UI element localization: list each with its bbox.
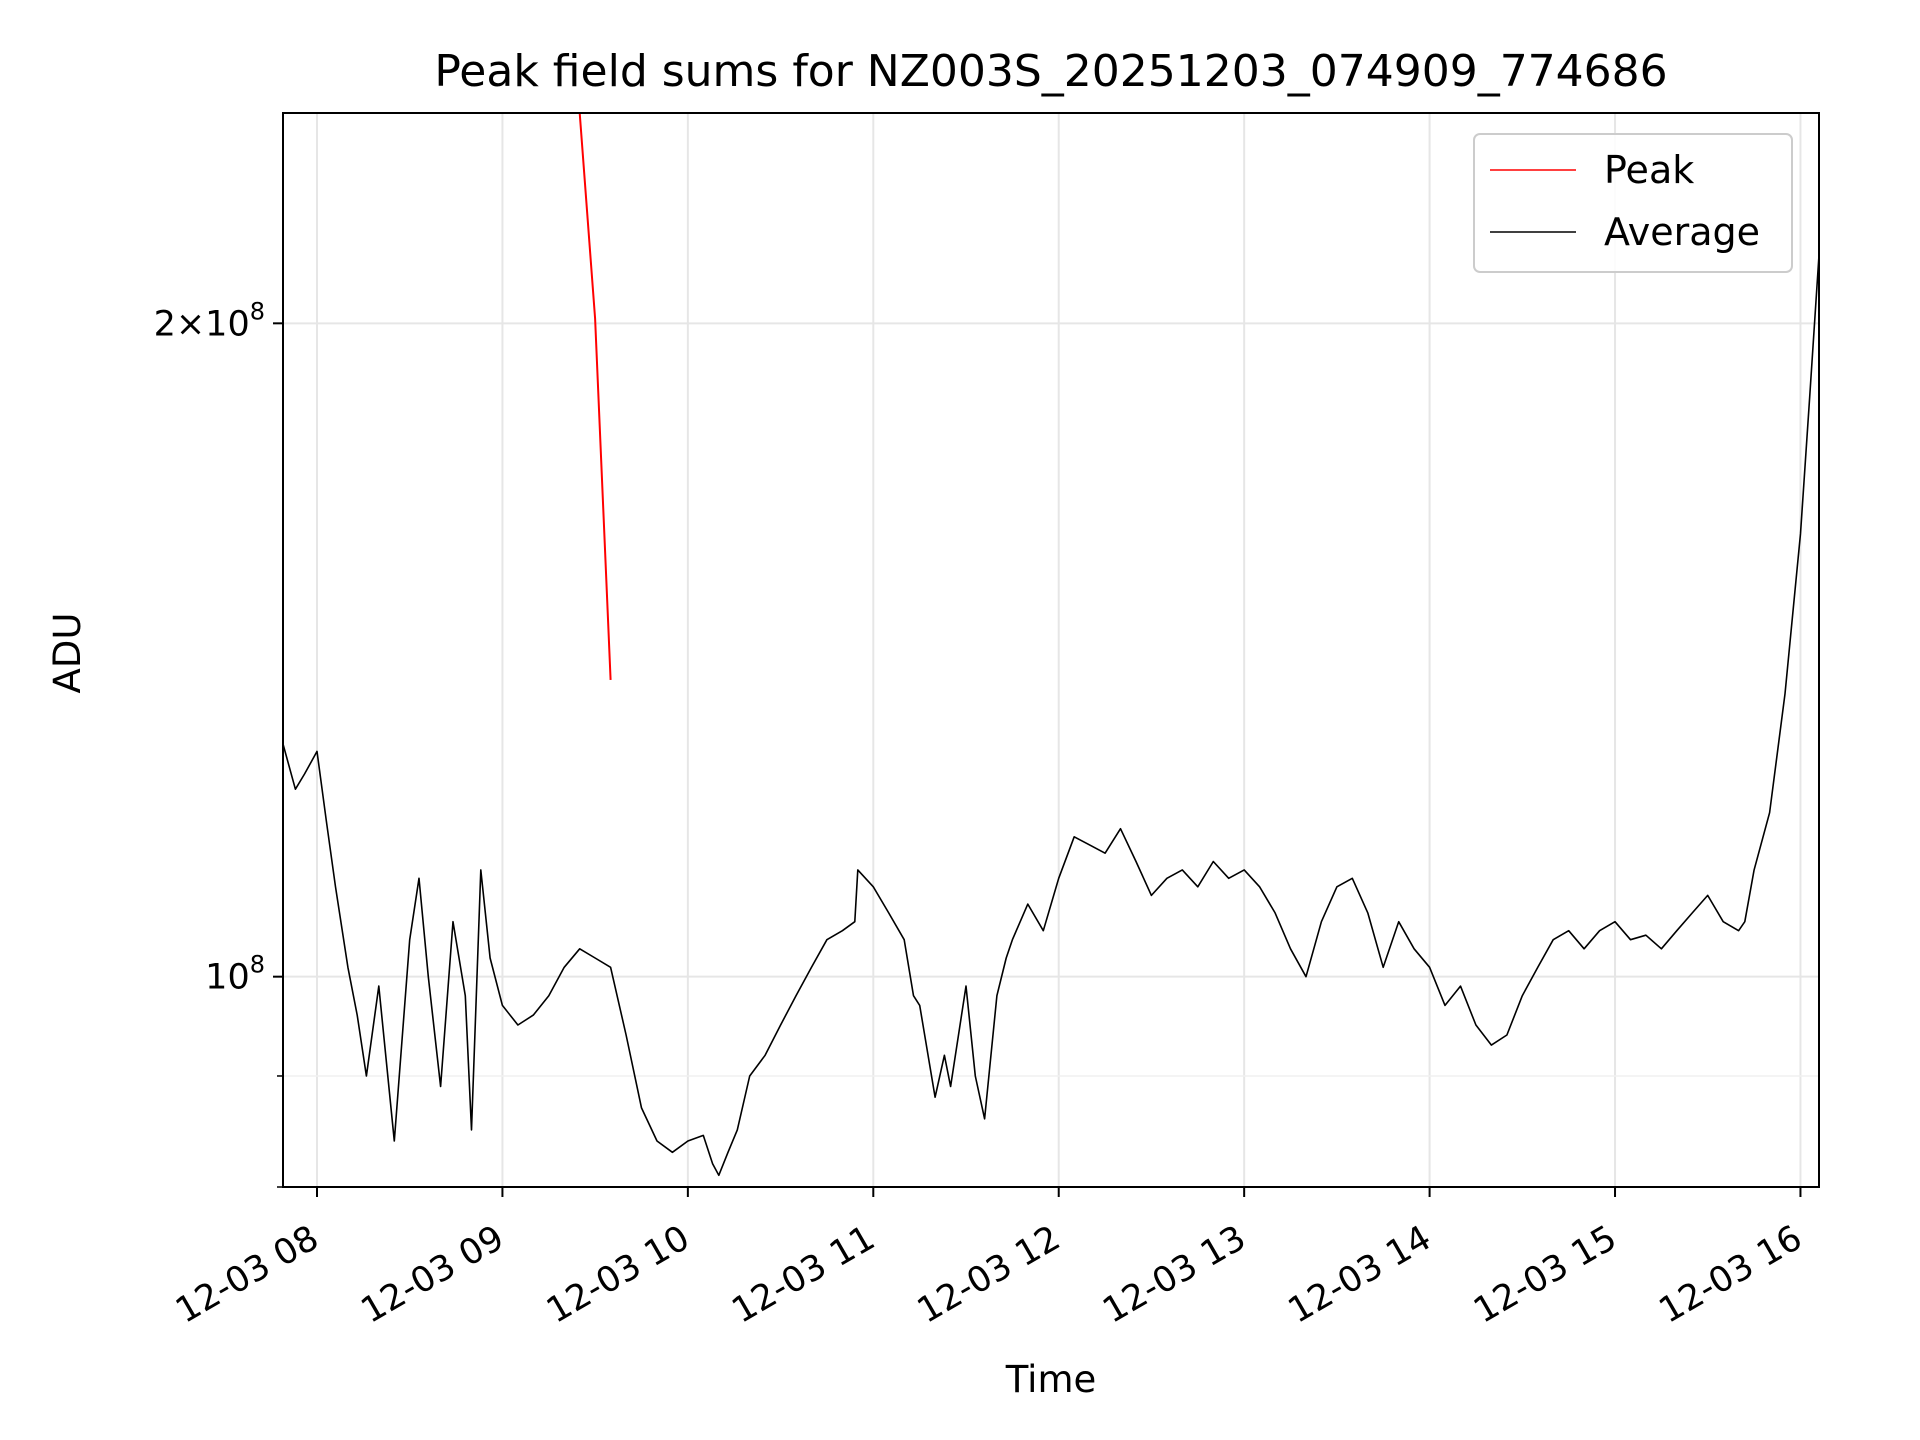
- legend-label-peak: Peak: [1604, 148, 1694, 192]
- legend-label-average: Average: [1604, 210, 1760, 254]
- y-tick-label: 2×108: [154, 297, 265, 344]
- y-axis-label: ADU: [46, 613, 89, 694]
- x-axis-label: Time: [1005, 1358, 1097, 1401]
- chart-title: Peak field sums for NZ003S_20251203_0749…: [434, 46, 1667, 97]
- legend: Peak Average: [1474, 134, 1792, 272]
